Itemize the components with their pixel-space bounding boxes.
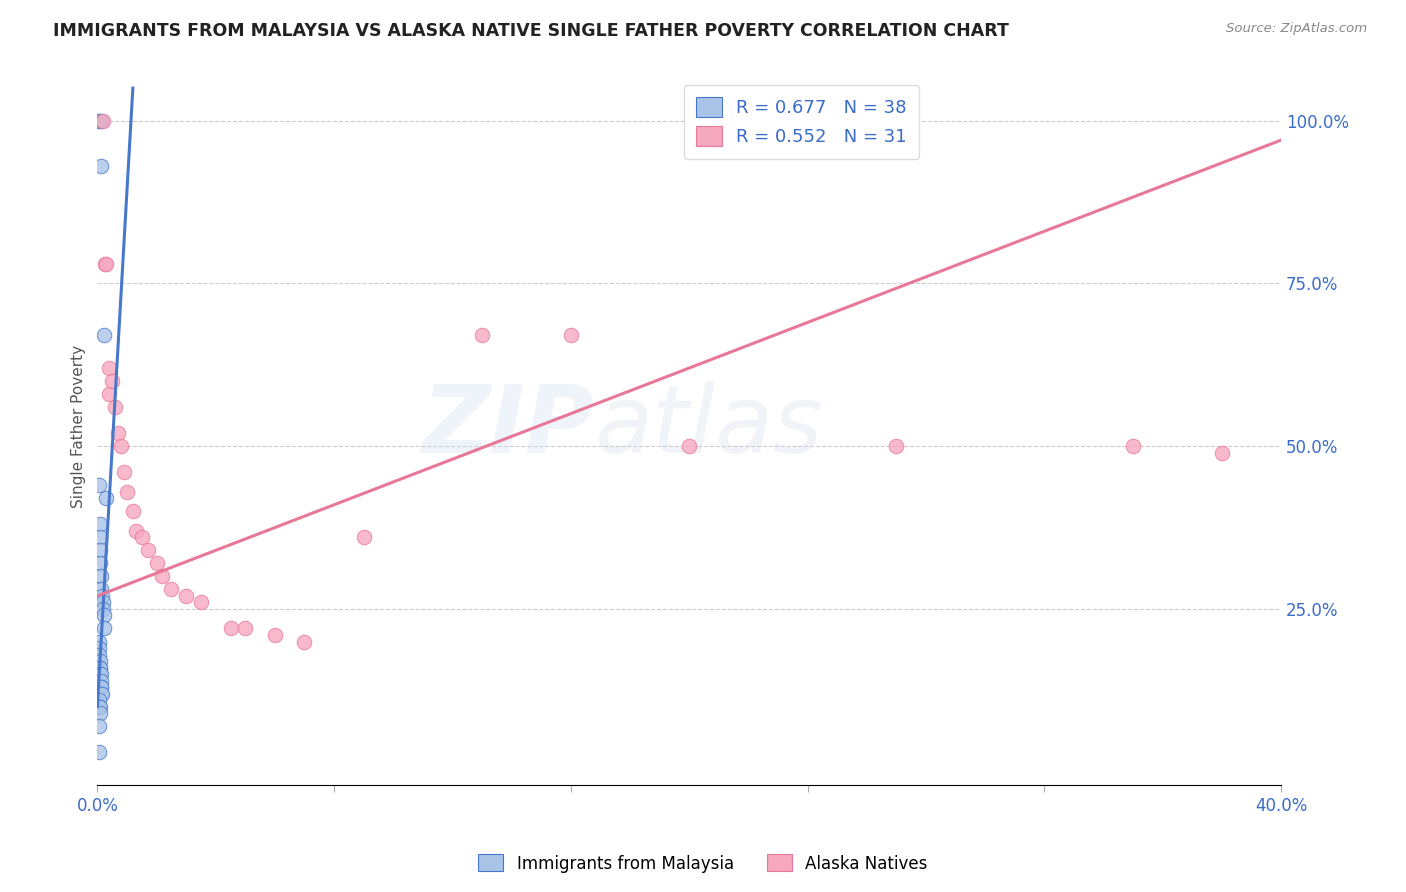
Point [145,557,167,571]
Point [136,543,159,558]
Point [91,589,114,603]
Point [91,113,114,128]
Point [87,693,110,707]
Y-axis label: Single Father Poverty: Single Father Poverty [72,345,86,508]
Point [89,706,111,720]
Legend: Immigrants from Malaysia, Alaska Natives: Immigrants from Malaysia, Alaska Natives [471,847,935,880]
Point [98,361,121,376]
Point [471,328,494,343]
Point [89,113,111,128]
Point [89,699,111,714]
Point [89,719,111,733]
Text: IMMIGRANTS FROM MALAYSIA VS ALASKA NATIVE SINGLE FATHER POVERTY CORRELATION CHAR: IMMIGRANTS FROM MALAYSIA VS ALASKA NATIV… [53,22,1010,40]
Text: ZIP: ZIP [422,381,595,473]
Point [90,680,112,694]
Point [89,640,111,655]
Point [90,113,112,128]
Point [90,673,112,688]
Point [90,687,112,701]
Point [1122,439,1144,453]
Point [353,530,375,544]
Point [104,400,127,414]
Point [90,582,112,597]
Text: atlas: atlas [595,381,823,472]
Point [678,439,700,453]
Point [121,504,143,518]
Point [160,582,183,597]
Point [93,608,115,623]
Point [560,328,582,343]
Point [93,328,115,343]
Point [89,557,111,571]
Point [1211,445,1233,459]
Point [89,699,111,714]
Point [91,595,114,609]
Legend: R = 0.677   N = 38, R = 0.552   N = 31: R = 0.677 N = 38, R = 0.552 N = 31 [683,85,920,159]
Point [87,478,110,492]
Point [96,257,118,271]
Point [89,530,111,544]
Point [90,667,112,681]
Point [219,622,242,636]
Point [90,159,112,173]
Point [89,517,111,532]
Point [91,602,114,616]
Point [90,569,112,583]
Point [112,465,135,479]
Point [101,374,124,388]
Point [884,439,907,453]
Point [233,622,256,636]
Point [174,589,197,603]
Point [87,634,110,648]
Point [107,426,129,441]
Point [264,628,287,642]
Point [87,699,110,714]
Point [89,667,111,681]
Point [115,484,138,499]
Point [98,387,121,401]
Point [110,439,132,453]
Point [89,660,111,674]
Point [90,680,112,694]
Point [190,595,212,609]
Point [89,648,111,662]
Point [131,530,153,544]
Point [294,634,316,648]
Point [96,491,118,506]
Point [94,257,117,271]
Text: Source: ZipAtlas.com: Source: ZipAtlas.com [1226,22,1367,36]
Point [89,745,111,759]
Point [152,569,174,583]
Point [93,622,115,636]
Point [89,654,111,668]
Point [89,660,111,674]
Point [90,687,112,701]
Point [125,524,148,538]
Point [89,699,111,714]
Point [89,543,111,558]
